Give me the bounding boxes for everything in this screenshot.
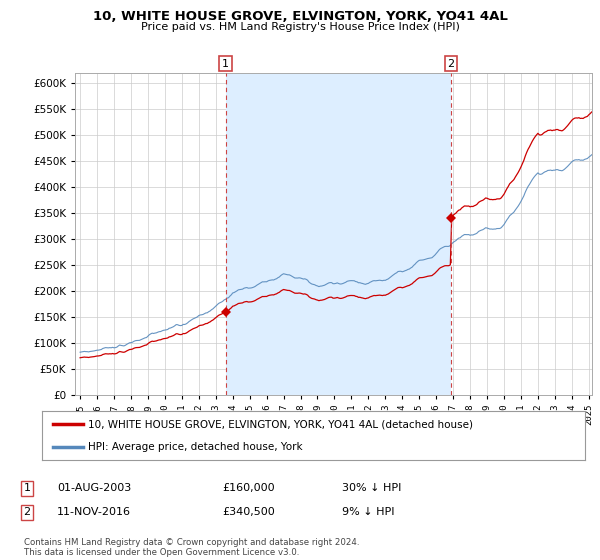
- Text: 30% ↓ HPI: 30% ↓ HPI: [342, 483, 401, 493]
- Text: £340,500: £340,500: [222, 507, 275, 517]
- Text: Contains HM Land Registry data © Crown copyright and database right 2024.
This d: Contains HM Land Registry data © Crown c…: [24, 538, 359, 557]
- Text: 2: 2: [448, 59, 455, 69]
- Text: 01-AUG-2003: 01-AUG-2003: [57, 483, 131, 493]
- Text: 2: 2: [23, 507, 31, 517]
- Text: £160,000: £160,000: [222, 483, 275, 493]
- Text: 9% ↓ HPI: 9% ↓ HPI: [342, 507, 395, 517]
- Text: Price paid vs. HM Land Registry's House Price Index (HPI): Price paid vs. HM Land Registry's House …: [140, 22, 460, 32]
- Bar: [226, 73, 451, 395]
- Text: 10, WHITE HOUSE GROVE, ELVINGTON, YORK, YO41 4AL (detached house): 10, WHITE HOUSE GROVE, ELVINGTON, YORK, …: [88, 419, 473, 430]
- Text: HPI: Average price, detached house, York: HPI: Average price, detached house, York: [88, 442, 303, 452]
- Text: 11-NOV-2016: 11-NOV-2016: [57, 507, 131, 517]
- Text: 1: 1: [23, 483, 31, 493]
- Text: 10, WHITE HOUSE GROVE, ELVINGTON, YORK, YO41 4AL: 10, WHITE HOUSE GROVE, ELVINGTON, YORK, …: [92, 10, 508, 23]
- Text: 1: 1: [222, 59, 229, 69]
